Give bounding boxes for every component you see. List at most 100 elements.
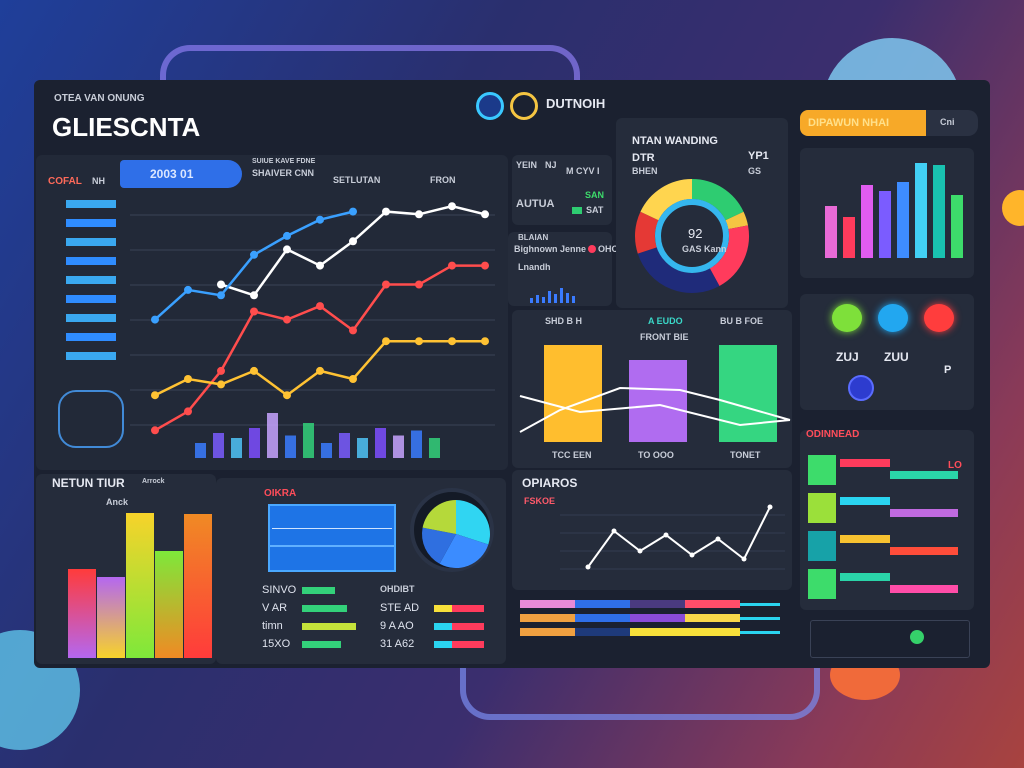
signal-row-bar [302,641,341,648]
signal-title: OIKRA [264,488,297,499]
mini-bar-chart [530,285,580,303]
signal-right-bar [434,605,452,612]
data-point [415,337,423,346]
bar [68,569,96,658]
column-footer: TONET [730,450,761,460]
legend-bar [66,257,116,265]
triple-bar-chart [544,328,780,442]
date-pill[interactable] [120,160,242,188]
status-orb[interactable] [924,304,954,332]
signal-right-label: 31 A62 [380,638,415,650]
column-footer: TCC EEN [552,450,592,460]
chart-caption: SETLUTAN [333,175,381,185]
pie-slice [456,500,490,545]
bar [951,195,963,258]
panel-tag: Arrock [142,478,165,485]
stack-title: ODINNEAD [806,429,860,440]
donut-caption: GAS Kann [682,244,727,254]
stack-block [808,569,836,599]
data-point [217,291,225,300]
wave-point [637,548,643,554]
wave-point [585,564,591,570]
stack-bar [890,509,958,517]
brand-ring-icon [476,92,504,120]
status-label: ZUU [884,350,909,364]
panel-label: Lnandh [518,262,551,272]
progress-segment [630,628,685,636]
mini-bar [572,296,575,303]
stack-bar [840,535,890,543]
stack-block [808,493,836,523]
volume-bar [321,443,332,458]
wave-title: OPIAROS [522,476,578,490]
stack-bar [890,471,958,479]
page-title: GLIESCNTA [52,112,201,142]
mini-bar [560,288,563,303]
bar [897,182,909,258]
stat-label: NJ [545,160,557,170]
bar [155,551,183,658]
progress-segment [575,628,630,636]
pie-slice [439,534,489,569]
wave-point [767,504,773,510]
volume-bar [231,438,242,458]
data-point [316,261,324,270]
banner-button[interactable] [926,110,978,136]
legend-bar [66,276,116,284]
legend-label: NH [92,176,105,186]
toggle-knob[interactable] [910,630,924,644]
mini-bar [548,291,551,303]
donut-value: 92 [688,226,703,241]
stat-label: AUTUA [516,198,555,210]
wave-panel [512,470,792,590]
data-point [448,202,456,211]
status-orb[interactable] [832,304,862,332]
signal-row-label: timn [262,620,283,632]
wave-line [587,506,771,568]
stack-value: LO [948,460,962,471]
date-pill-text: 2003 01 [150,167,194,181]
status-orb[interactable] [878,304,908,332]
volume-bar [375,428,386,458]
right-bar-chart [825,150,970,258]
data-point [217,380,225,389]
banner-label: DIPAWUN NHAI [808,117,890,129]
progress-tail [740,631,780,634]
data-point [151,391,159,400]
stack-bar [840,573,890,581]
donut-segment [725,211,748,230]
data-point [481,261,489,270]
column-bar [719,345,777,442]
progress-segment [630,614,685,622]
data-point [184,407,192,416]
wave-tag: FSKOE [524,496,556,506]
stat-label: M CYV I [566,166,600,176]
signal-row-label: SINVO [262,584,297,596]
banner-label-box [800,110,926,136]
decor-ring [460,660,820,720]
donut-side: GS [748,166,762,176]
data-point [151,315,159,324]
bar [825,206,837,258]
bottom-bar-chart [68,510,212,658]
legend-bar [66,295,116,303]
column-sublabel: FRONT BIE [640,332,689,342]
volume-bar [411,430,422,458]
data-point [481,337,489,346]
data-point [382,207,390,216]
wave-point [741,556,747,562]
signal-right-bar [452,605,484,612]
wave-point [689,552,695,558]
data-point [316,302,324,311]
signal-right-bar [452,623,484,630]
data-point [415,210,423,219]
signal-row-label: 15XO [262,638,291,650]
panel-label: OHO [598,244,619,254]
bar [97,576,125,658]
panel-label: Bighnown Jenne [514,244,586,254]
data-point [184,375,192,383]
progress-segment [685,600,740,608]
